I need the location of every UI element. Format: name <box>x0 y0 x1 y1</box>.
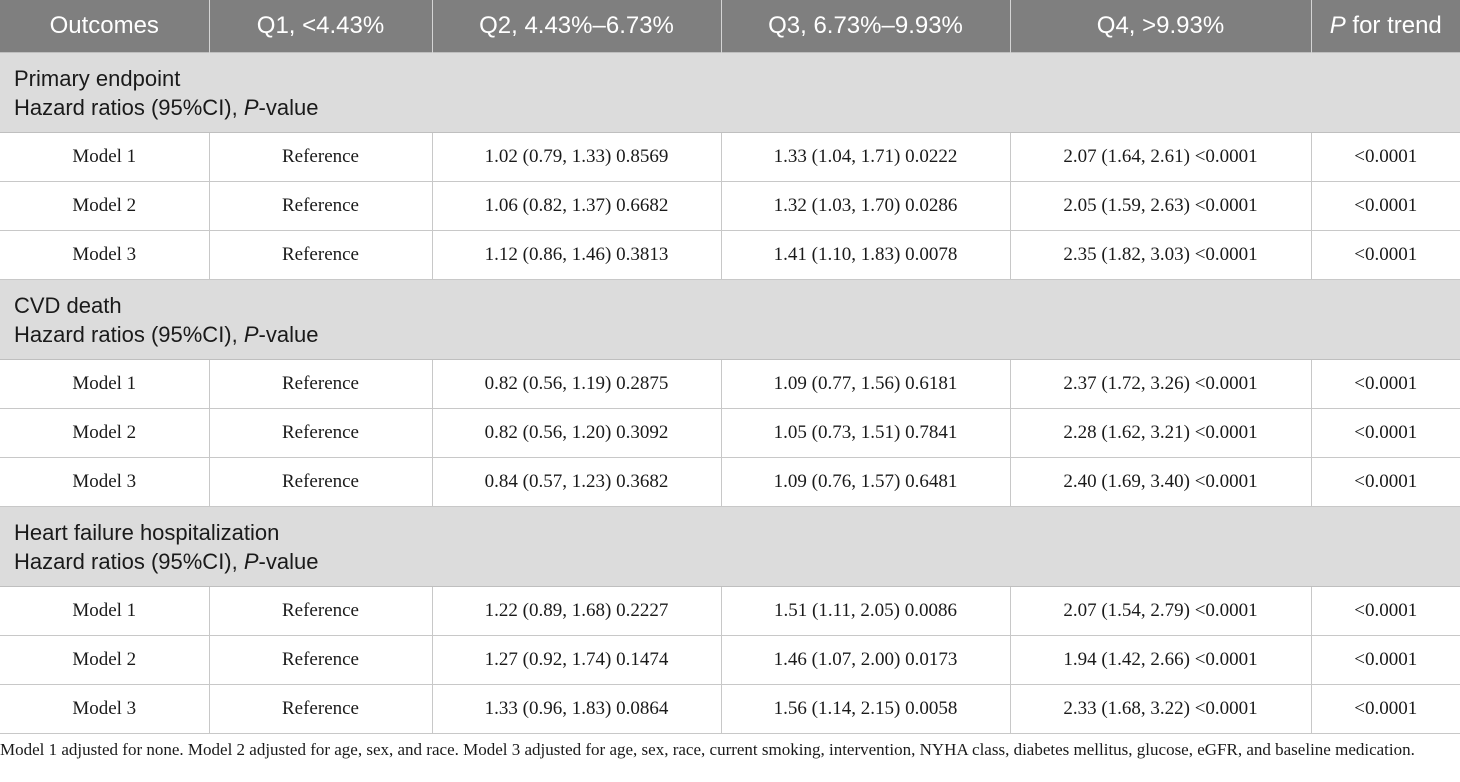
cell-q2: 0.84 (0.57, 1.23) 0.3682 <box>431 457 721 507</box>
section-header: CVD death Hazard ratios (95%CI), P-value <box>0 279 1460 360</box>
results-table: Outcomes Q1, <4.43% Q2, 4.43%–6.73% Q3, … <box>0 0 1460 734</box>
cell-model: Model 2 <box>0 635 209 685</box>
section-subtitle: Hazard ratios (95%CI), P-value <box>14 320 1460 349</box>
cell-model: Model 2 <box>0 408 209 458</box>
table-row: Model 2 Reference 1.06 (0.82, 1.37) 0.6682… <box>0 181 1460 231</box>
cell-model: Model 1 <box>0 359 209 409</box>
cell-q1: Reference <box>208 684 432 734</box>
cell-q3: 1.41 (1.10, 1.83) 0.0078 <box>720 230 1010 280</box>
section-subtitle: Hazard ratios (95%CI), P-value <box>14 547 1460 576</box>
cell-q1: Reference <box>208 408 432 458</box>
section-header-row: Primary endpoint Hazard ratios (95%CI), P… <box>0 52 1460 133</box>
cell-q1: Reference <box>208 230 432 280</box>
cell-model: Model 3 <box>0 684 209 734</box>
cell-q4: 2.05 (1.59, 2.63) <0.0001 <box>1009 181 1311 231</box>
header-p-trend-italic: P <box>1329 12 1346 39</box>
cell-p: <0.0001 <box>1310 586 1460 636</box>
section-subtitle-italic: P <box>243 321 259 347</box>
cell-q3: 1.56 (1.14, 2.15) 0.0058 <box>720 684 1010 734</box>
section-subtitle-post: -value <box>258 94 319 120</box>
cell-q1: Reference <box>208 359 432 409</box>
cell-q3: 1.05 (0.73, 1.51) 0.7841 <box>720 408 1010 458</box>
cell-q1: Reference <box>208 132 432 182</box>
cell-q2: 1.02 (0.79, 1.33) 0.8569 <box>431 132 721 182</box>
cell-p: <0.0001 <box>1310 457 1460 507</box>
cell-q4: 2.40 (1.69, 3.40) <0.0001 <box>1009 457 1311 507</box>
header-row: Outcomes Q1, <4.43% Q2, 4.43%–6.73% Q3, … <box>0 0 1460 53</box>
section-title: Primary endpoint <box>14 65 181 91</box>
cell-q3: 1.09 (0.76, 1.57) 0.6481 <box>720 457 1010 507</box>
cell-q2: 1.27 (0.92, 1.74) 0.1474 <box>431 635 721 685</box>
section-header-row: CVD death Hazard ratios (95%CI), P-value <box>0 279 1460 360</box>
cell-q1: Reference <box>208 586 432 636</box>
cell-q4: 2.33 (1.68, 3.22) <0.0001 <box>1009 684 1311 734</box>
table-row: Model 3 Reference 1.33 (0.96, 1.83) 0.0864… <box>0 684 1460 734</box>
cell-q1: Reference <box>208 181 432 231</box>
section-subtitle-pre: Hazard ratios (95%CI), <box>14 321 244 347</box>
table-row: Model 3 Reference 1.12 (0.86, 1.46) 0.3813… <box>0 230 1460 280</box>
cell-q3: 1.09 (0.77, 1.56) 0.6181 <box>720 359 1010 409</box>
section-subtitle-italic: P <box>243 94 259 120</box>
section-subtitle-post: -value <box>258 321 319 347</box>
cell-q4: 1.94 (1.42, 2.66) <0.0001 <box>1009 635 1311 685</box>
cell-q3: 1.32 (1.03, 1.70) 0.0286 <box>720 181 1010 231</box>
header-q4: Q4, >9.93% <box>1009 0 1311 53</box>
section-header: Primary endpoint Hazard ratios (95%CI), P… <box>0 52 1460 133</box>
cell-p: <0.0001 <box>1310 132 1460 182</box>
cell-model: Model 3 <box>0 457 209 507</box>
table-row: Model 2 Reference 0.82 (0.56, 1.20) 0.3092… <box>0 408 1460 458</box>
header-p-trend-rest: for trend <box>1345 12 1442 39</box>
header-outcomes: Outcomes <box>0 0 209 53</box>
cell-q4: 2.07 (1.64, 2.61) <0.0001 <box>1009 132 1311 182</box>
table-row: Model 1 Reference 1.22 (0.89, 1.68) 0.2227… <box>0 586 1460 636</box>
cell-q3: 1.46 (1.07, 2.00) 0.0173 <box>720 635 1010 685</box>
cell-p: <0.0001 <box>1310 684 1460 734</box>
cell-q4: 2.35 (1.82, 3.03) <0.0001 <box>1009 230 1311 280</box>
cell-q3: 1.51 (1.11, 2.05) 0.0086 <box>720 586 1010 636</box>
section-subtitle-pre: Hazard ratios (95%CI), <box>14 548 244 574</box>
cell-q2: 1.12 (0.86, 1.46) 0.3813 <box>431 230 721 280</box>
cell-p: <0.0001 <box>1310 181 1460 231</box>
section-subtitle-italic: P <box>243 548 259 574</box>
cell-q1: Reference <box>208 635 432 685</box>
table-footnote: Model 1 adjusted for none. Model 2 adjus… <box>0 740 1415 759</box>
section-header-row: Heart failure hospitalization Hazard rati… <box>0 506 1460 587</box>
section-subtitle-post: -value <box>258 548 319 574</box>
cell-q3: 1.33 (1.04, 1.71) 0.0222 <box>720 132 1010 182</box>
section-title: CVD death <box>14 292 122 318</box>
cell-q4: 2.37 (1.72, 3.26) <0.0001 <box>1009 359 1311 409</box>
header-q2: Q2, 4.43%–6.73% <box>431 0 721 53</box>
section-header: Heart failure hospitalization Hazard rati… <box>0 506 1460 587</box>
cell-q2: 0.82 (0.56, 1.20) 0.3092 <box>431 408 721 458</box>
cell-q2: 1.33 (0.96, 1.83) 0.0864 <box>431 684 721 734</box>
table-row: Model 1 Reference 0.82 (0.56, 1.19) 0.2875… <box>0 359 1460 409</box>
cell-p: <0.0001 <box>1310 635 1460 685</box>
section-title: Heart failure hospitalization <box>14 519 280 545</box>
cell-model: Model 3 <box>0 230 209 280</box>
table-row: Model 1 Reference 1.02 (0.79, 1.33) 0.8569… <box>0 132 1460 182</box>
section-subtitle: Hazard ratios (95%CI), P-value <box>14 93 1460 122</box>
cell-q2: 0.82 (0.56, 1.19) 0.2875 <box>431 359 721 409</box>
cell-model: Model 1 <box>0 586 209 636</box>
cell-p: <0.0001 <box>1310 359 1460 409</box>
cell-model: Model 2 <box>0 181 209 231</box>
table-row: Model 2 Reference 1.27 (0.92, 1.74) 0.1474… <box>0 635 1460 685</box>
cell-q2: 1.06 (0.82, 1.37) 0.6682 <box>431 181 721 231</box>
cell-q4: 2.07 (1.54, 2.79) <0.0001 <box>1009 586 1311 636</box>
header-q1: Q1, <4.43% <box>208 0 432 53</box>
cell-q4: 2.28 (1.62, 3.21) <0.0001 <box>1009 408 1311 458</box>
table-row: Model 3 Reference 0.84 (0.57, 1.23) 0.3682… <box>0 457 1460 507</box>
cell-p: <0.0001 <box>1310 408 1460 458</box>
header-p-trend: P for trend <box>1310 0 1460 53</box>
cell-p: <0.0001 <box>1310 230 1460 280</box>
cell-q1: Reference <box>208 457 432 507</box>
cell-q2: 1.22 (0.89, 1.68) 0.2227 <box>431 586 721 636</box>
header-q3: Q3, 6.73%–9.93% <box>720 0 1010 53</box>
section-subtitle-pre: Hazard ratios (95%CI), <box>14 94 244 120</box>
cell-model: Model 1 <box>0 132 209 182</box>
